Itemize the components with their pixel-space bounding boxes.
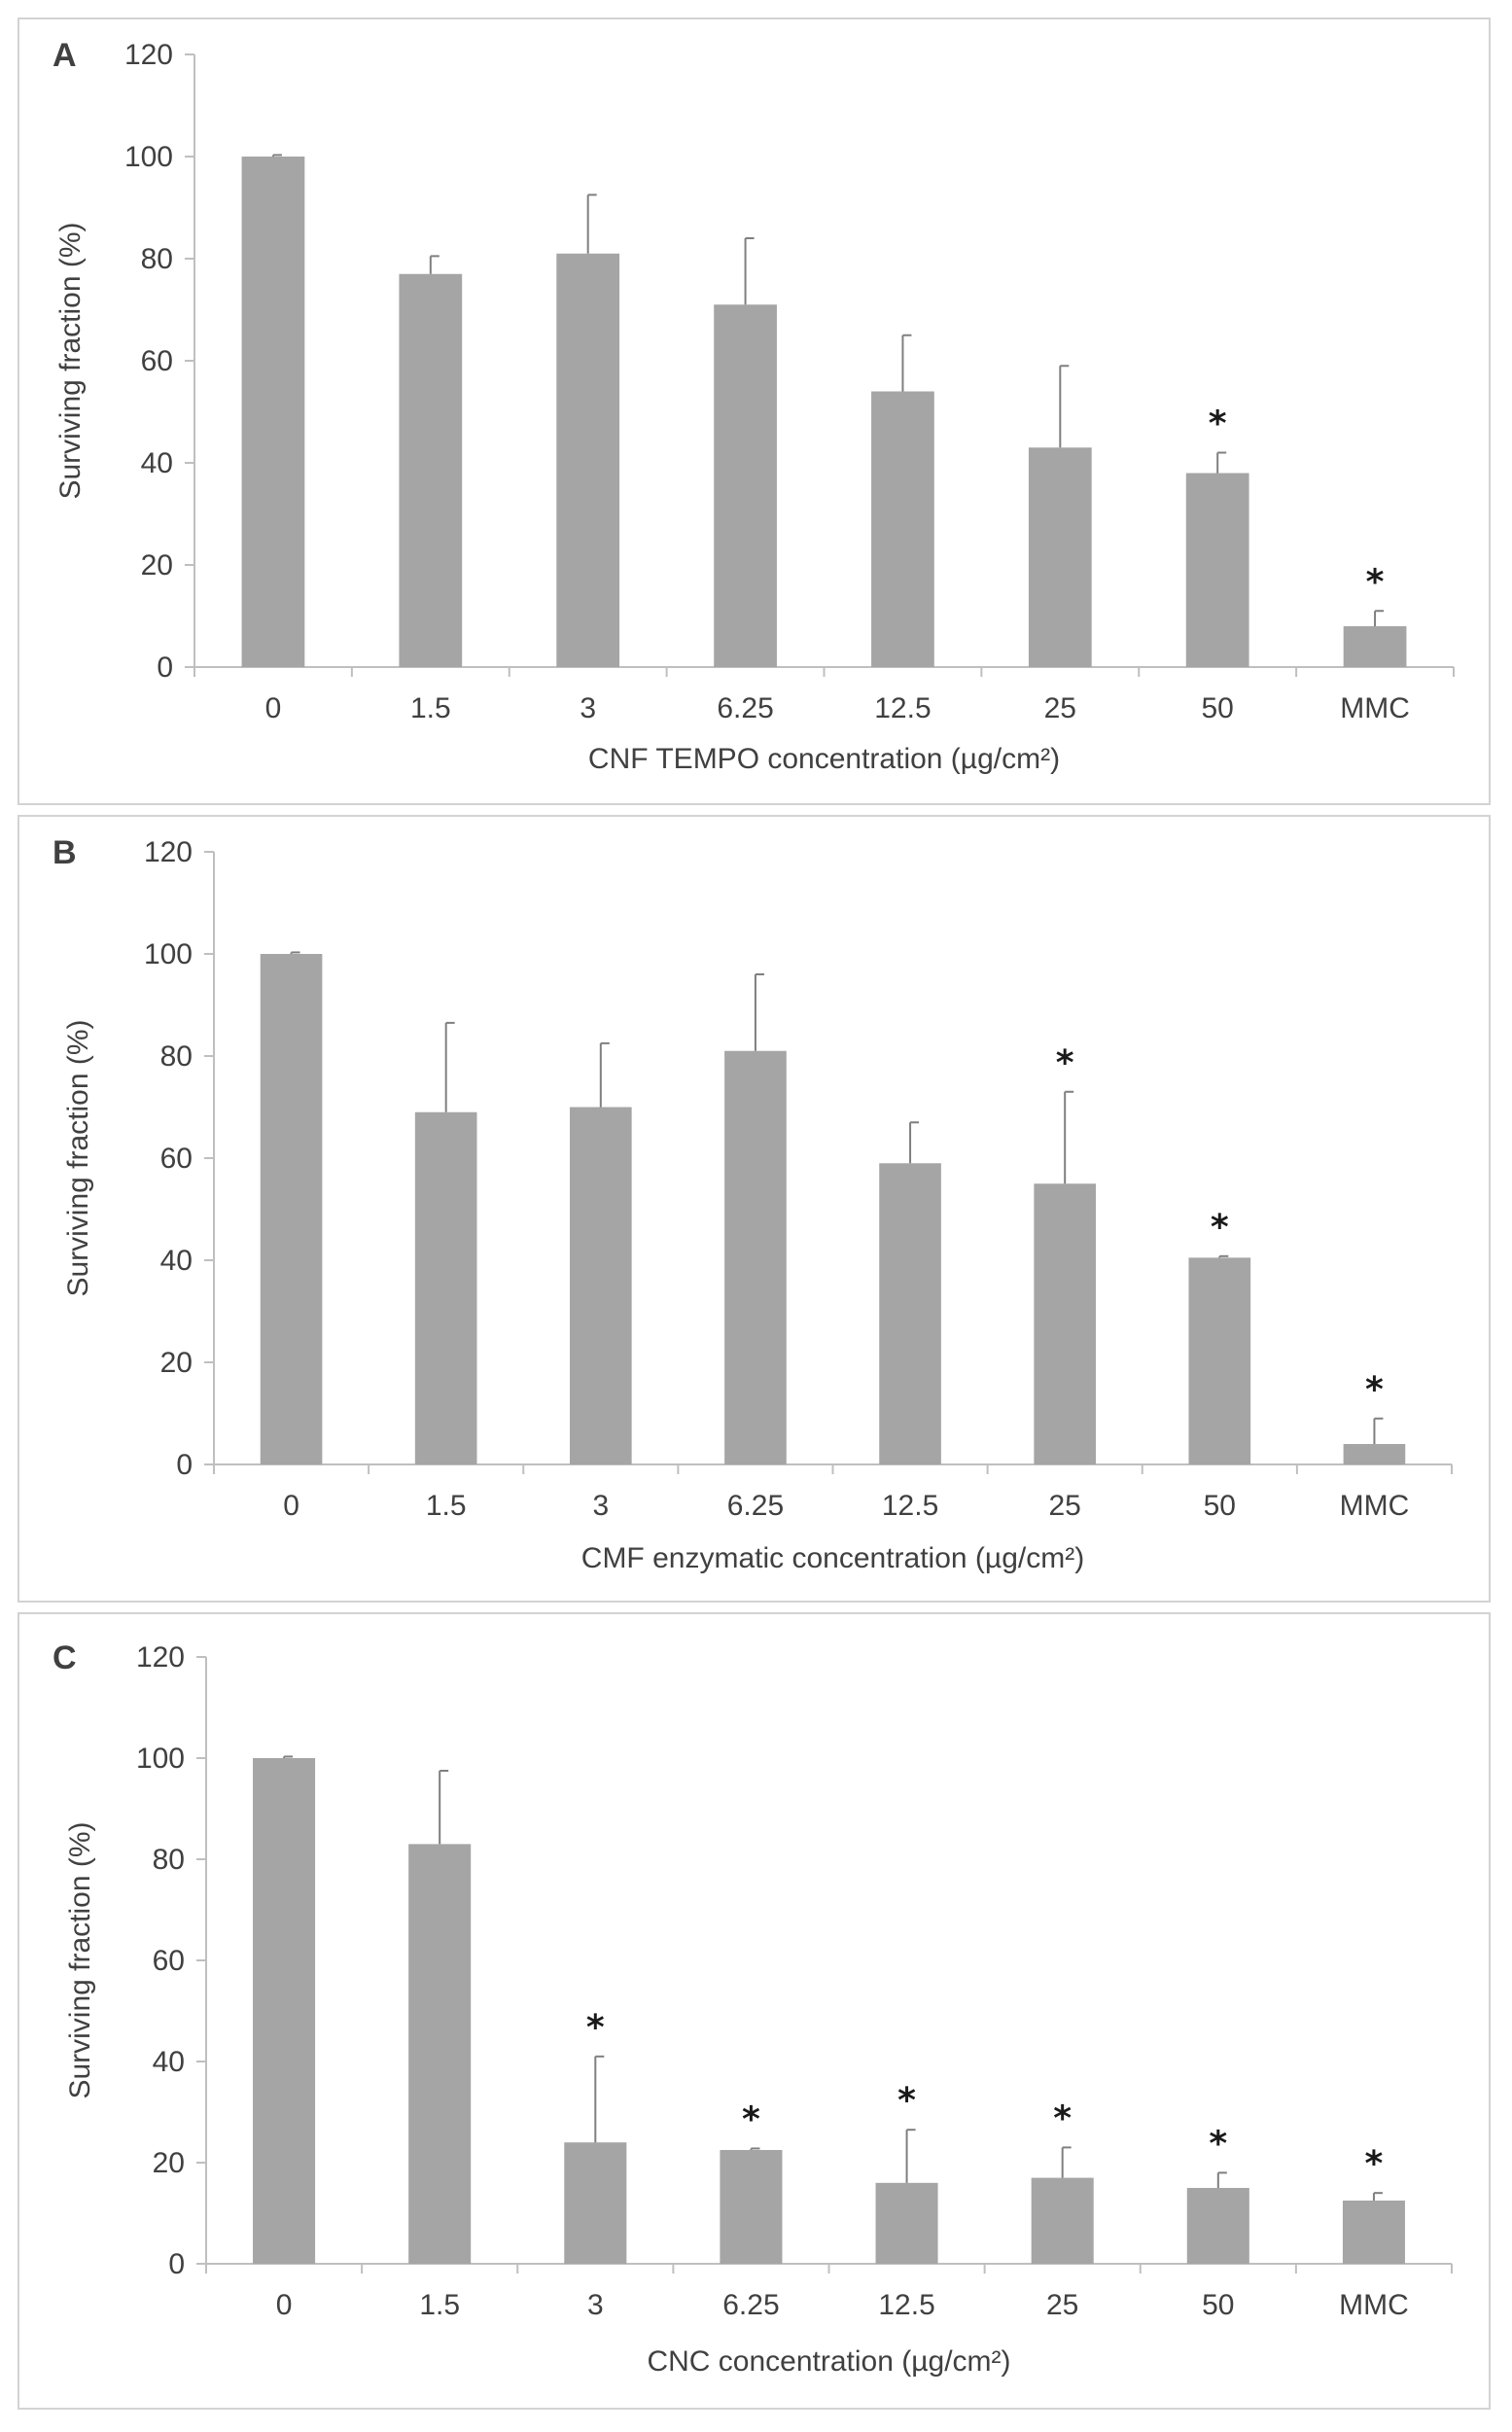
y-axis-title: Surviving fraction (%) xyxy=(54,222,87,499)
y-tick-label: 60 xyxy=(160,1143,193,1175)
bar-25 xyxy=(1034,1183,1097,1464)
bar-25 xyxy=(1028,447,1092,667)
x-tick-label: 6.25 xyxy=(722,2289,779,2321)
x-tick-label: MMC xyxy=(1340,1490,1410,1522)
x-tick-label: 3 xyxy=(587,2289,604,2321)
y-axis-title: Surviving fraction (%) xyxy=(64,1821,96,2098)
y-tick-label: 40 xyxy=(160,1245,193,1277)
bar-MMC xyxy=(1342,2201,1405,2264)
y-tick-label: 20 xyxy=(160,1347,193,1379)
bar-MMC xyxy=(1343,1444,1406,1464)
x-tick-label: 50 xyxy=(1202,2289,1234,2321)
y-tick-label: 20 xyxy=(141,549,173,582)
significance-marker: * xyxy=(1211,1208,1229,1248)
bar-0 xyxy=(241,157,305,667)
y-tick-label: 100 xyxy=(144,938,193,970)
x-tick-label: 1.5 xyxy=(410,692,451,724)
x-tick-label: 12.5 xyxy=(874,692,931,724)
y-tick-label: 0 xyxy=(176,1449,193,1481)
x-tick-label: 12.5 xyxy=(882,1490,938,1522)
significance-marker: * xyxy=(586,2008,605,2048)
x-axis-title: CNC concentration (µg/cm²) xyxy=(647,2345,1010,2378)
y-tick-label: 80 xyxy=(141,243,173,275)
bar-50 xyxy=(1185,473,1249,667)
x-tick-label: 0 xyxy=(283,1490,299,1522)
bar-6.25 xyxy=(724,1050,787,1464)
bar-3 xyxy=(556,253,620,667)
bar-12.5 xyxy=(879,1163,941,1464)
bar-1.5 xyxy=(408,1844,472,2264)
x-tick-label: MMC xyxy=(1339,2289,1409,2321)
x-tick-label: 6.25 xyxy=(727,1490,784,1522)
bar-chart-a: A 0 20 40 60 80 100 120 0 1.5 3 6.25 12.5 25 * 50 * MMC CN… xyxy=(53,37,1455,775)
bar-MMC xyxy=(1343,626,1407,667)
chart-panel-b: B 0 20 40 60 80 100 120 0 1.5 3 6.25 12.5 * 25 * 50 * MMC C… xyxy=(18,815,1491,1603)
x-tick-label: 25 xyxy=(1044,692,1076,724)
bar-chart-c: C 0 20 40 60 80 100 120 0 1.5 * 3 * 6.25 * 12.5 * 25 * 50 * M… xyxy=(53,1639,1453,2378)
y-tick-label: 120 xyxy=(124,39,173,71)
bar-0 xyxy=(260,954,323,1464)
bar-50 xyxy=(1188,1257,1251,1464)
y-tick-label: 120 xyxy=(136,1641,185,1674)
x-tick-label: 3 xyxy=(592,1490,609,1522)
y-tick-label: 20 xyxy=(153,2147,185,2179)
panel-label: A xyxy=(53,37,77,74)
x-axis-title: CMF enzymatic concentration (µg/cm²) xyxy=(581,1542,1084,1574)
y-tick-label: 80 xyxy=(153,1844,185,1876)
significance-marker: * xyxy=(1366,562,1385,602)
y-tick-label: 0 xyxy=(168,2248,185,2280)
bar-3 xyxy=(569,1107,632,1464)
significance-marker: * xyxy=(897,2081,916,2121)
bar-chart-b: B 0 20 40 60 80 100 120 0 1.5 3 6.25 12.5 * 25 * 50 * MMC C… xyxy=(53,834,1453,1574)
y-tick-label: 40 xyxy=(153,2046,185,2078)
bar-25 xyxy=(1031,2177,1094,2264)
x-tick-label: 50 xyxy=(1204,1490,1236,1522)
significance-marker: * xyxy=(1053,2098,1072,2138)
y-tick-label: 100 xyxy=(124,141,173,173)
x-tick-label: 0 xyxy=(276,2289,293,2321)
panel-label: B xyxy=(53,834,77,871)
significance-marker: * xyxy=(742,2099,760,2139)
significance-marker: * xyxy=(1209,2124,1227,2164)
bar-12.5 xyxy=(871,391,934,667)
bar-12.5 xyxy=(875,2182,938,2264)
bar-50 xyxy=(1186,2188,1249,2264)
significance-marker: * xyxy=(1365,2144,1384,2184)
y-axis-title: Surviving fraction (%) xyxy=(62,1019,94,1296)
bar-3 xyxy=(564,2142,627,2264)
y-tick-label: 60 xyxy=(153,1945,185,1977)
y-tick-label: 40 xyxy=(141,447,173,479)
y-tick-label: 80 xyxy=(160,1040,193,1073)
x-tick-label: MMC xyxy=(1340,692,1410,724)
x-tick-label: 1.5 xyxy=(426,1490,467,1522)
x-tick-label: 6.25 xyxy=(717,692,773,724)
significance-marker: * xyxy=(1209,405,1227,444)
x-tick-label: 0 xyxy=(265,692,282,724)
significance-marker: * xyxy=(1365,1370,1384,1410)
significance-marker: * xyxy=(1056,1043,1074,1083)
y-tick-label: 60 xyxy=(141,345,173,377)
x-axis-title: CNF TEMPO concentration (µg/cm²) xyxy=(588,743,1060,775)
x-tick-label: 50 xyxy=(1202,692,1234,724)
panel-label: C xyxy=(53,1639,77,1676)
chart-panel-a: A 0 20 40 60 80 100 120 0 1.5 3 6.25 12.5 25 * 50 * MMC CN… xyxy=(18,18,1491,805)
bar-6.25 xyxy=(714,304,777,667)
y-tick-label: 100 xyxy=(136,1743,185,1775)
bar-0 xyxy=(253,1758,316,2264)
x-tick-label: 25 xyxy=(1049,1490,1081,1522)
bar-1.5 xyxy=(399,273,463,667)
x-tick-label: 25 xyxy=(1046,2289,1078,2321)
chart-panel-c: C 0 20 40 60 80 100 120 0 1.5 * 3 * 6.25 * 12.5 * 25 * 50 * M… xyxy=(18,1612,1491,2410)
bar-1.5 xyxy=(414,1111,477,1464)
x-tick-label: 1.5 xyxy=(419,2289,460,2321)
x-tick-label: 12.5 xyxy=(878,2289,934,2321)
y-tick-label: 120 xyxy=(144,836,193,868)
x-tick-label: 3 xyxy=(580,692,596,724)
y-tick-label: 0 xyxy=(157,652,173,684)
bar-6.25 xyxy=(720,2150,783,2264)
